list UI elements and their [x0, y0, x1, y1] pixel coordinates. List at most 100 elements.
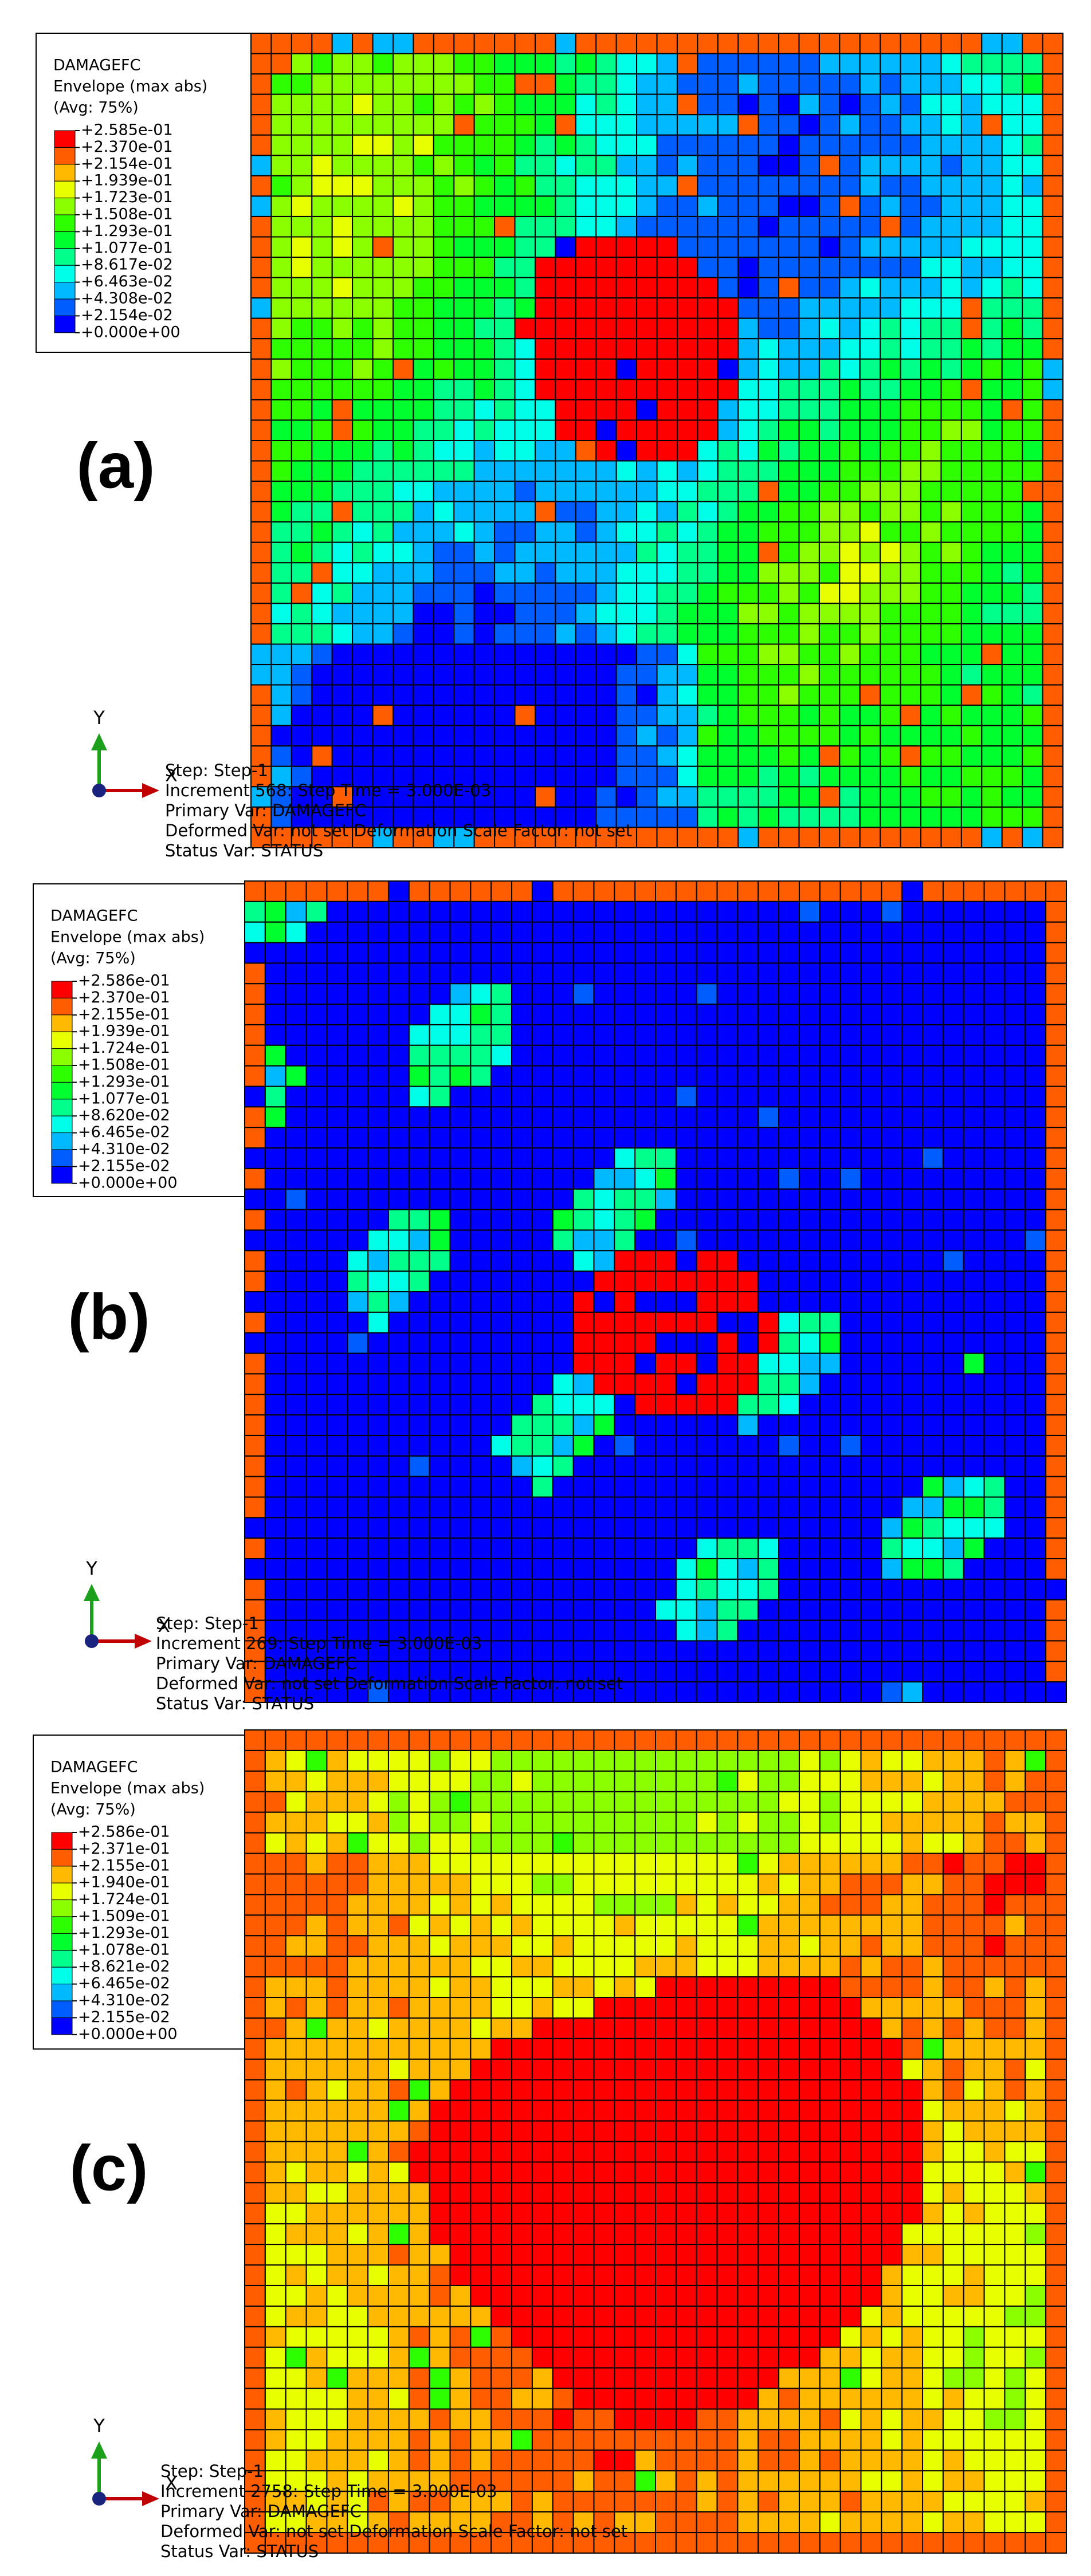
- mesh-cell: [960, 541, 983, 564]
- mesh-cell: [449, 2223, 472, 2245]
- mesh-cell: [942, 1332, 964, 1354]
- y-arrow-head: [91, 2441, 107, 2459]
- mesh-cell: [264, 1997, 287, 2019]
- mesh-cell: [291, 277, 313, 299]
- mesh-cell: [372, 705, 394, 726]
- mesh-cell: [305, 1024, 328, 1046]
- mesh-cell: [470, 1811, 492, 1834]
- mesh-cell: [881, 1394, 903, 1416]
- mesh-cell: [331, 277, 354, 299]
- mesh-cell: [839, 1167, 862, 1190]
- mesh-cell: [285, 2532, 307, 2554]
- mesh-cell: [490, 2038, 513, 2060]
- mesh-cell: [413, 215, 434, 238]
- mesh-cell: [960, 134, 983, 156]
- mesh-cell: [367, 1167, 389, 1190]
- mesh-cell: [433, 257, 455, 278]
- mesh-cell: [819, 1434, 841, 1457]
- mesh-cell: [922, 2223, 944, 2245]
- mesh-cell: [367, 2346, 389, 2369]
- mesh-cell: [716, 2038, 739, 2060]
- mesh-cell: [473, 297, 496, 319]
- mesh-cell: [1004, 1373, 1026, 1395]
- mesh-cell: [901, 1086, 924, 1108]
- mesh-cell: [413, 358, 434, 380]
- legend-level: +2.155e-02: [78, 2008, 170, 2026]
- mesh-cell: [798, 2244, 821, 2266]
- mesh-cell: [413, 399, 434, 421]
- mesh-cell: [572, 2449, 595, 2472]
- mesh-cell: [453, 541, 475, 564]
- mesh-cell: [408, 1373, 430, 1395]
- mesh-cell: [675, 921, 697, 943]
- mesh-cell: [940, 725, 962, 747]
- mesh-cell: [470, 2511, 492, 2534]
- mesh-cell: [372, 215, 394, 238]
- mesh-cell: [778, 1229, 800, 1252]
- mesh-cell: [981, 643, 1003, 666]
- mesh-cell: [285, 2141, 307, 2163]
- mesh-cell: [1004, 1332, 1026, 1354]
- mesh-cell: [839, 236, 861, 258]
- mesh-cell: [942, 1044, 964, 1067]
- mesh-cell: [531, 1619, 554, 1642]
- mesh-cell: [326, 2182, 348, 2204]
- mesh-cell: [778, 684, 800, 706]
- mesh-cell: [758, 2284, 780, 2307]
- mesh-cell: [860, 2017, 882, 2039]
- mesh-cell: [244, 1311, 266, 1334]
- mesh-cell: [901, 1332, 924, 1354]
- mesh-cell: [1025, 2346, 1047, 2369]
- mesh-cell: [372, 399, 394, 421]
- mesh-cell: [1045, 2203, 1068, 2225]
- mesh-cell: [593, 1517, 615, 1539]
- mesh-cell: [572, 1578, 595, 1600]
- mesh-cell: [798, 2408, 821, 2431]
- mesh-cell: [758, 2058, 780, 2081]
- mesh-cell: [1025, 1873, 1047, 1895]
- mesh-cell: [1004, 1517, 1026, 1539]
- contour-mesh: [244, 1729, 1068, 2554]
- mesh-cell: [285, 1106, 307, 1128]
- mesh-cell: [555, 786, 576, 808]
- status-info: Step: Step-1: [156, 1614, 259, 1633]
- mesh-cell: [634, 1167, 657, 1190]
- mesh-cell: [839, 1271, 862, 1292]
- mesh-cell: [758, 2079, 780, 2101]
- mesh-cell: [922, 1517, 944, 1539]
- mesh-cell: [429, 2491, 451, 2513]
- mesh-cell: [429, 1291, 451, 1313]
- mesh-cell: [244, 1065, 266, 1087]
- mesh-cell: [1004, 2099, 1026, 2122]
- mesh-cell: [737, 1873, 759, 1895]
- mesh-cell: [408, 2532, 430, 2554]
- mesh-cell: [387, 2079, 410, 2101]
- mesh-cell: [920, 481, 942, 502]
- mesh-cell: [881, 1832, 903, 1854]
- mesh-cell: [244, 1853, 266, 1875]
- mesh-cell: [1025, 1209, 1047, 1231]
- mesh-cell: [960, 33, 983, 54]
- mesh-cell: [696, 2223, 718, 2245]
- mesh-cell: [1045, 1106, 1068, 1128]
- mesh-cell: [778, 2388, 800, 2410]
- mesh-cell: [1022, 297, 1043, 319]
- mesh-cell: [655, 1373, 677, 1395]
- mesh-cell: [696, 1188, 718, 1210]
- mesh-cell: [331, 684, 354, 706]
- mesh-cell: [347, 2305, 369, 2327]
- mesh-cell: [264, 2305, 287, 2327]
- mesh-cell: [634, 2223, 657, 2245]
- mesh-cell: [250, 338, 272, 360]
- mesh-cell: [880, 745, 901, 767]
- mesh-cell: [494, 827, 516, 848]
- mesh-cell: [983, 2326, 1006, 2348]
- mesh-cell: [595, 562, 617, 584]
- mesh-cell: [413, 236, 434, 258]
- mesh-cell: [981, 236, 1003, 258]
- mesh-cell: [675, 1044, 697, 1067]
- mesh-cell: [778, 1935, 800, 1957]
- mesh-cell: [634, 2182, 657, 2204]
- mesh-cell: [1045, 1086, 1068, 1108]
- mesh-cell: [901, 1558, 924, 1580]
